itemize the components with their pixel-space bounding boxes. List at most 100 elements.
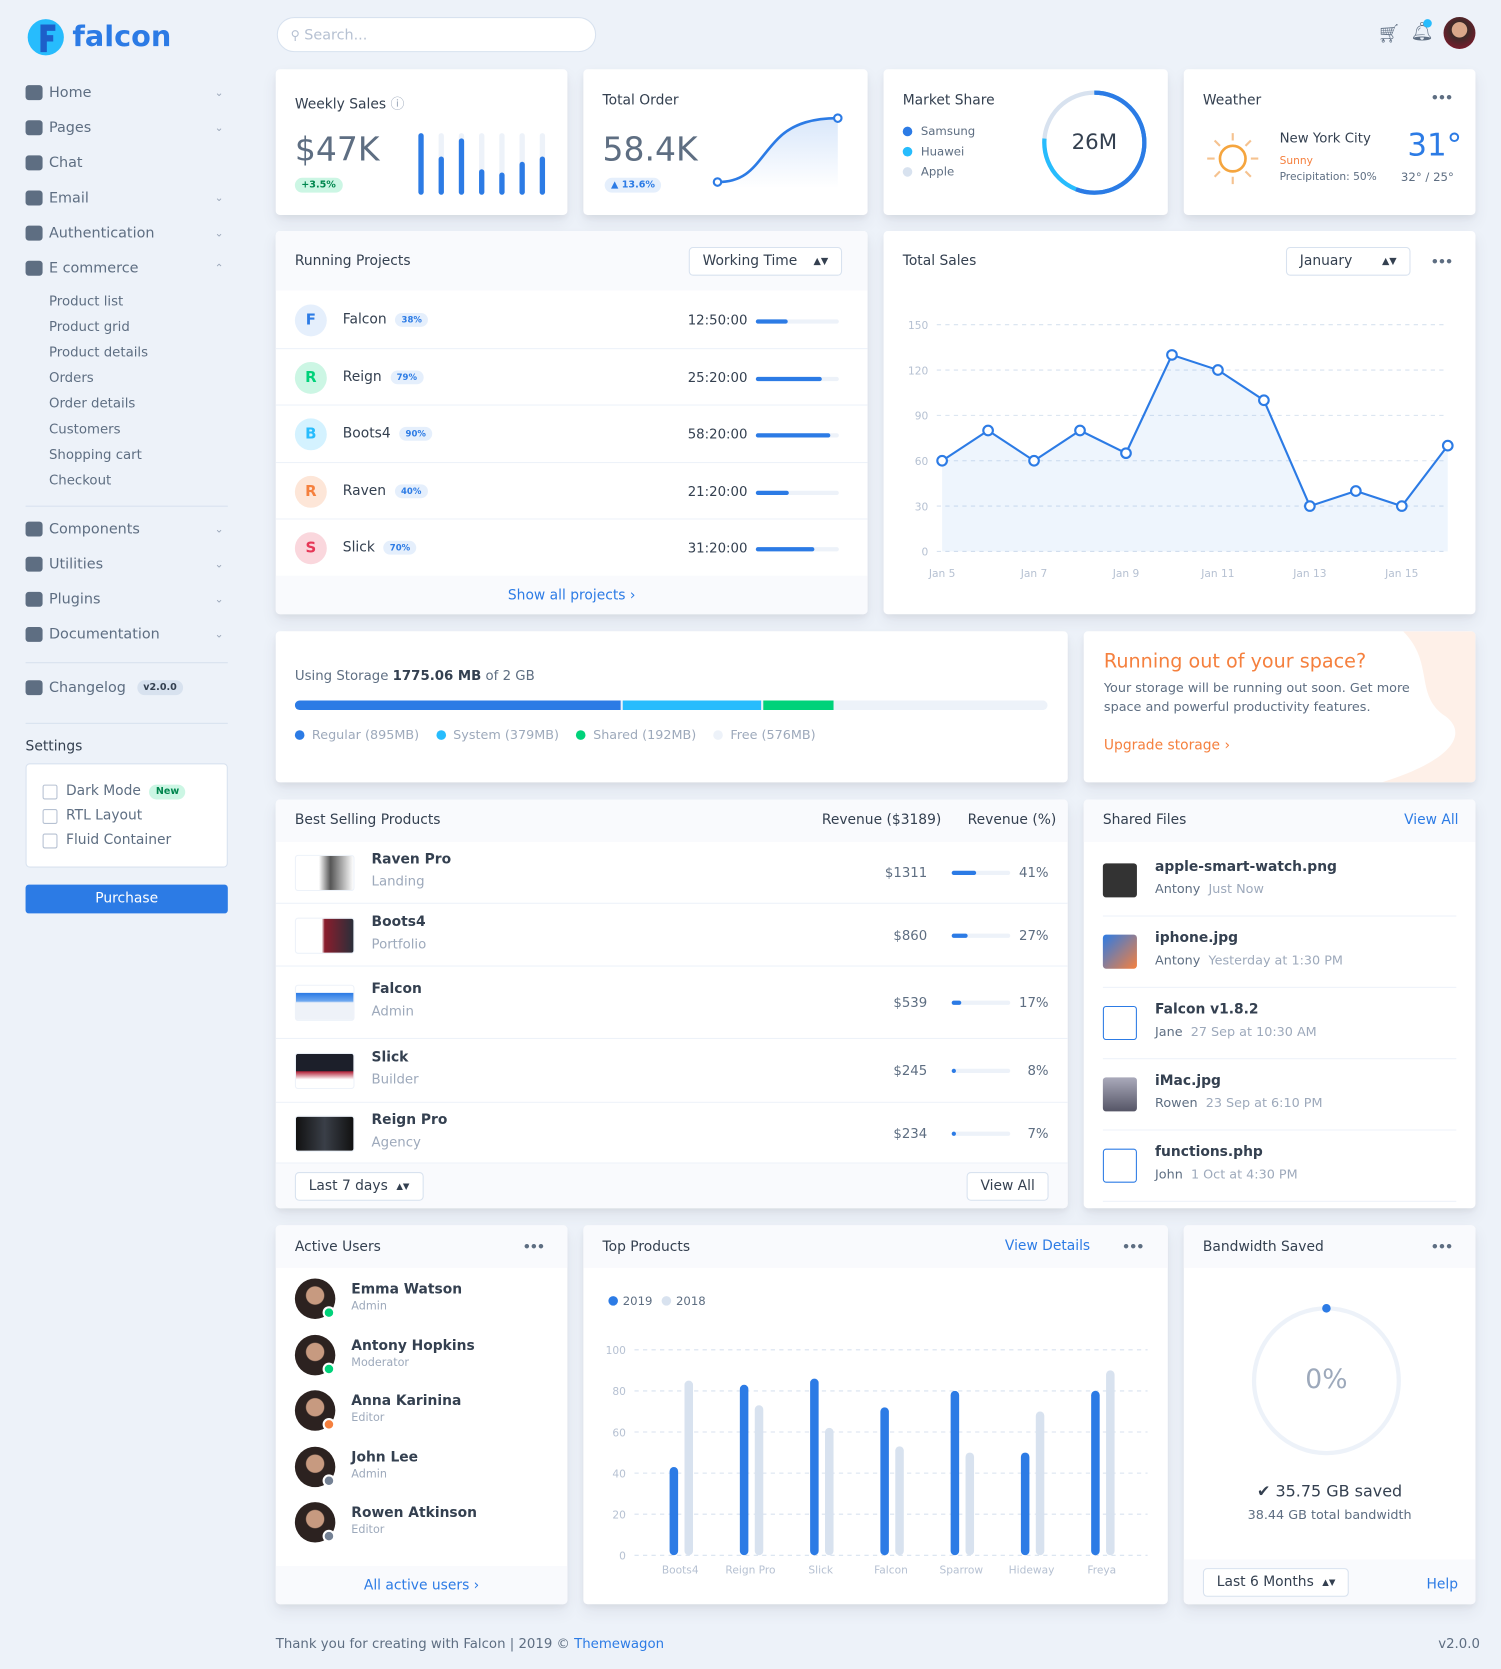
data-point[interactable] bbox=[1074, 424, 1086, 437]
purchase-button[interactable]: Purchase bbox=[25, 884, 228, 914]
user-name[interactable]: Emma Watson bbox=[351, 1281, 463, 1298]
bar-2018[interactable] bbox=[1106, 1370, 1115, 1556]
data-point[interactable] bbox=[1258, 394, 1270, 407]
view-all-button[interactable]: View All bbox=[966, 1172, 1049, 1201]
bar-2018[interactable] bbox=[684, 1380, 694, 1556]
bar-2018[interactable] bbox=[1035, 1411, 1045, 1556]
file-row[interactable]: apple-smart-watch.png Antony Just Now bbox=[1102, 851, 1457, 917]
sidebar-item-documentation[interactable]: Documentation ⌄ bbox=[25, 626, 228, 643]
bar-2018[interactable] bbox=[895, 1446, 904, 1556]
data-point[interactable] bbox=[1212, 364, 1224, 376]
more-icon[interactable]: ••• bbox=[1430, 90, 1453, 106]
sidebar-subitem[interactable]: Product details bbox=[48, 343, 149, 360]
cart-icon[interactable]: 🛒︎ bbox=[1377, 23, 1401, 45]
setting-option[interactable]: Fluid Container bbox=[42, 832, 171, 848]
file-row[interactable]: iphone.jpg Antony Yesterday at 1:30 PM bbox=[1102, 922, 1457, 988]
data-point[interactable] bbox=[1166, 349, 1178, 361]
more-icon[interactable]: ••• bbox=[1430, 254, 1453, 270]
project-row[interactable]: R Reign 79% 25:20:00 bbox=[275, 349, 868, 406]
sidebar-item-chat[interactable]: Chat bbox=[25, 154, 228, 171]
bar-2019[interactable] bbox=[669, 1466, 679, 1556]
bar-2019[interactable] bbox=[739, 1384, 749, 1556]
data-point[interactable] bbox=[1349, 485, 1362, 497]
month-select[interactable]: January ▲▼ bbox=[1285, 246, 1411, 276]
view-all-link[interactable]: View All bbox=[1404, 812, 1459, 829]
product-row[interactable]: Reign Pro Agency $234 7% bbox=[275, 1103, 1068, 1164]
more-icon[interactable]: ••• bbox=[1430, 1239, 1453, 1255]
avatar[interactable] bbox=[1443, 17, 1476, 49]
sidebar-item-plugins[interactable]: Plugins ⌄ bbox=[25, 591, 228, 608]
user-name[interactable]: Antony Hopkins bbox=[351, 1337, 475, 1354]
data-point[interactable] bbox=[1304, 500, 1316, 512]
sidebar-item-pages[interactable]: Pages ⌄ bbox=[25, 119, 228, 136]
working-time-select[interactable]: Working Time ▲▼ bbox=[688, 246, 843, 276]
themewagon-link[interactable]: Themewagon bbox=[574, 1635, 665, 1652]
checkbox[interactable] bbox=[42, 808, 58, 824]
sidebar-item-components[interactable]: Components ⌄ bbox=[25, 521, 228, 538]
data-point[interactable] bbox=[982, 424, 994, 437]
product-row[interactable]: Boots4 Portfolio $860 27% bbox=[275, 904, 1068, 967]
project-row[interactable]: R Raven 40% 21:20:00 bbox=[275, 463, 868, 520]
user-name[interactable]: Rowen Atkinson bbox=[351, 1505, 478, 1522]
user-item[interactable]: Antony Hopkins Moderator bbox=[294, 1332, 550, 1379]
range-select[interactable]: Last 6 Months ▲▼ bbox=[1202, 1568, 1350, 1597]
sidebar-item-home[interactable]: Home ⌄ bbox=[25, 84, 228, 101]
user-name[interactable]: John Lee bbox=[351, 1449, 419, 1466]
project-row[interactable]: B Boots4 90% 58:20:00 bbox=[275, 406, 868, 463]
file-name[interactable]: functions.php bbox=[1155, 1144, 1263, 1161]
help-link[interactable]: Help bbox=[1426, 1576, 1459, 1593]
user-name[interactable]: Anna Karinina bbox=[351, 1393, 462, 1410]
product-name[interactable]: Falcon bbox=[371, 981, 422, 998]
bar-2018[interactable] bbox=[825, 1427, 834, 1556]
bar-2019[interactable] bbox=[1091, 1390, 1100, 1556]
file-name[interactable]: apple-smart-watch.png bbox=[1155, 859, 1337, 876]
view-details-link[interactable]: View Details bbox=[1004, 1238, 1091, 1255]
file-row[interactable]: functions.php John 1 Oct at 4:30 PM bbox=[1102, 1136, 1457, 1202]
user-item[interactable]: Rowen Atkinson Editor bbox=[294, 1500, 550, 1547]
product-row[interactable]: Falcon Admin $539 17% bbox=[275, 967, 1068, 1039]
file-name[interactable]: iMac.jpg bbox=[1155, 1073, 1221, 1090]
file-row[interactable]: iMac.jpg Rowen 23 Sep at 6:10 PM bbox=[1102, 1065, 1457, 1131]
search-input[interactable]: ⚲ Search... bbox=[276, 17, 597, 53]
date-range-select[interactable]: Last 7 days ▲▼ bbox=[294, 1172, 424, 1201]
setting-option[interactable]: RTL Layout bbox=[42, 808, 142, 824]
bar-2018[interactable] bbox=[965, 1452, 975, 1556]
sidebar-subitem[interactable]: Checkout bbox=[48, 471, 112, 488]
product-name[interactable]: Reign Pro bbox=[371, 1111, 448, 1128]
more-icon[interactable]: ••• bbox=[522, 1239, 545, 1255]
file-name[interactable]: Falcon v1.8.2 bbox=[1155, 1001, 1259, 1018]
data-point[interactable] bbox=[1028, 454, 1040, 467]
bar-2019[interactable] bbox=[950, 1390, 960, 1556]
show-all-projects-link[interactable]: Show all projects › bbox=[507, 587, 636, 604]
project-row[interactable]: F Falcon 38% 12:50:00 bbox=[275, 292, 868, 349]
user-item[interactable]: Anna Karinina Editor bbox=[294, 1388, 550, 1435]
logo[interactable]: falcon bbox=[26, 16, 171, 56]
project-row[interactable]: S Slick 70% 31:20:00 bbox=[275, 519, 868, 577]
product-name[interactable]: Boots4 bbox=[371, 913, 426, 930]
all-active-users-link[interactable]: All active users › bbox=[363, 1577, 480, 1594]
user-item[interactable]: John Lee Admin bbox=[294, 1444, 550, 1491]
sidebar-item-email[interactable]: Email ⌄ bbox=[25, 189, 228, 207]
upgrade-storage-link[interactable]: Upgrade storage › bbox=[1103, 737, 1231, 754]
product-name[interactable]: Slick bbox=[371, 1049, 409, 1066]
product-row[interactable]: Raven Pro Landing $1311 41% bbox=[275, 842, 1068, 904]
sidebar-item-changelog[interactable]: Changelog v2.0.0 bbox=[25, 679, 228, 696]
checkbox[interactable] bbox=[42, 784, 58, 799]
bar-2019[interactable] bbox=[880, 1407, 889, 1556]
data-point[interactable] bbox=[1395, 500, 1408, 512]
sidebar-subitem[interactable]: Shopping cart bbox=[48, 446, 142, 463]
data-point[interactable] bbox=[1120, 447, 1132, 460]
checkbox[interactable] bbox=[42, 833, 58, 848]
bar-2019[interactable] bbox=[810, 1378, 819, 1556]
sidebar-item-e-commerce[interactable]: E commerce ⌃ bbox=[25, 260, 228, 277]
sidebar-subitem[interactable]: Customers bbox=[48, 420, 121, 437]
user-item[interactable]: Emma Watson Admin bbox=[294, 1276, 550, 1323]
product-name[interactable]: Raven Pro bbox=[371, 851, 452, 868]
file-row[interactable]: Falcon v1.8.2 Jane 27 Sep at 10:30 AM bbox=[1102, 993, 1457, 1060]
sidebar-subitem[interactable]: Orders bbox=[48, 369, 94, 386]
help-icon[interactable]: ⓘ bbox=[390, 96, 405, 113]
data-point[interactable] bbox=[1441, 439, 1454, 452]
sidebar-subitem[interactable]: Product list bbox=[48, 292, 124, 309]
bar-2019[interactable] bbox=[1020, 1452, 1030, 1556]
setting-option[interactable]: Dark Mode New bbox=[42, 784, 186, 799]
